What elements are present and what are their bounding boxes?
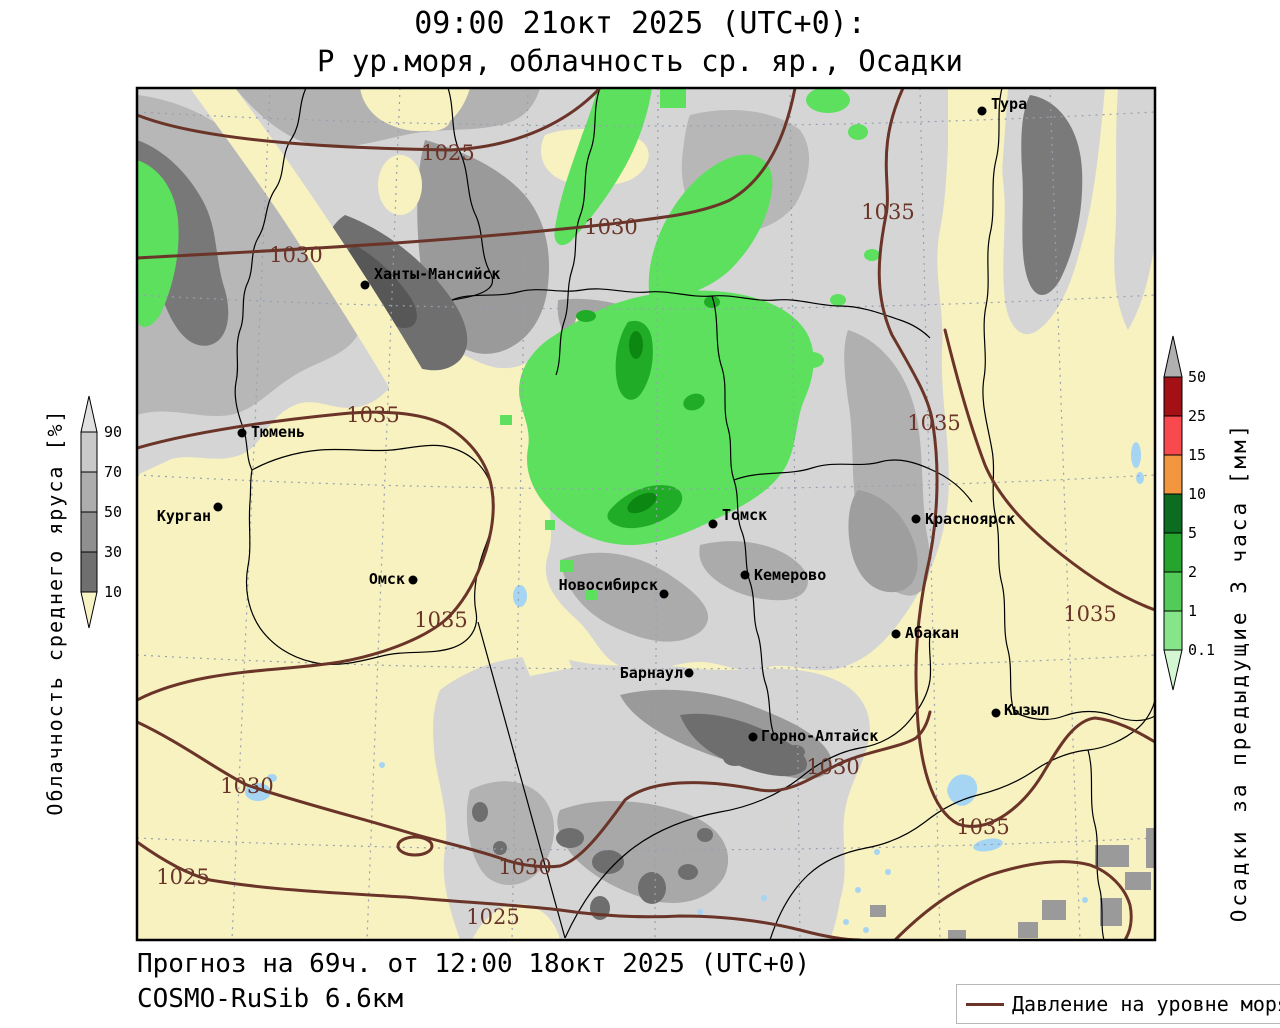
isobar-labels: 1025 1030 1030 1035 1035 1035 1035 1035 …	[156, 141, 1116, 929]
city-dot	[740, 570, 750, 580]
city-label: Новосибирск	[559, 576, 658, 594]
isobar-label: 1025	[466, 905, 519, 929]
city-label: Омск	[369, 570, 405, 588]
city-dot	[748, 732, 758, 742]
city-label: Томск	[722, 506, 767, 524]
isobar-label: 1035	[861, 200, 914, 224]
colorbar-arrow-top	[1163, 335, 1183, 378]
cloudiness-colorbar-label: Облачность среднего яруса [%]	[43, 408, 67, 815]
city-dot	[659, 589, 669, 599]
city-tura: Тура	[977, 95, 1027, 116]
city-label: Кызыл	[1004, 701, 1049, 719]
precip-tick: 2	[1188, 563, 1197, 581]
city-tomsk: Томск	[708, 506, 767, 529]
city-khanty-mansiysk: Ханты-Мансийск	[360, 265, 500, 290]
city-dot	[360, 280, 370, 290]
city-label: Ханты-Мансийск	[374, 265, 500, 283]
graticule	[137, 88, 1155, 940]
precipitation-colorbar: 50 25 15 10 5 2 1 0.1 Осадки за предыдущ…	[1163, 335, 1251, 923]
map-title-line1: 09:00 21окт 2025 (UTC+0):	[414, 6, 866, 41]
cloudiness-colorbar: 90 70 50 30 10 Облачность среднего яруса…	[43, 395, 122, 816]
city-gorno-altaysk: Горно-Алтайск	[748, 727, 878, 745]
city-label: Барнаул	[620, 664, 683, 682]
city-label: Абакан	[905, 624, 959, 642]
city-kyzyl: Кызыл	[991, 701, 1049, 719]
precip-tick: 0.1	[1188, 641, 1215, 659]
precip-tick: 50	[1188, 368, 1206, 386]
isobar-lines	[137, 88, 1155, 940]
city-dot	[408, 575, 418, 585]
city-dot	[911, 514, 921, 524]
isobar-label: 1030	[220, 774, 273, 798]
city-label: Курган	[157, 507, 211, 525]
admin-borders	[234, 88, 1155, 940]
isobar-label: 1035	[956, 815, 1009, 839]
city-dot	[891, 629, 901, 639]
isobar-label: 1030	[806, 755, 859, 779]
precip-tick: 1	[1188, 602, 1197, 620]
city-krasnoyarsk: Красноярск	[911, 510, 1015, 528]
scattered-cloud-blocks	[870, 828, 1155, 940]
isobar-label: 1035	[414, 608, 467, 632]
city-label: Тура	[991, 95, 1027, 113]
cities-layer: Тура Ханты-Мансийск Тюмень Курган Омск Т…	[157, 95, 1049, 745]
map-body: 1025 1030 1030 1035 1035 1035 1035 1035 …	[137, 88, 1155, 940]
city-barnaul: Барнаул	[620, 664, 694, 682]
colorbar-arrow-bottom	[1163, 649, 1183, 691]
isobar-label: 1030	[498, 855, 551, 879]
isobar-label: 1025	[156, 865, 209, 889]
isobar-label: 1030	[584, 215, 637, 239]
cloud-tick: 30	[104, 543, 122, 561]
city-novosibirsk: Новосибирск	[559, 576, 669, 599]
cloud-tick: 50	[104, 503, 122, 521]
cloud-tick: 90	[104, 423, 122, 441]
map-title-line2: Р ур.моря, облачность ср. яр., Осадки	[316, 44, 963, 78]
precip-tick: 10	[1188, 485, 1206, 503]
city-kurgan: Курган	[157, 502, 223, 525]
isobar-label: 1035	[907, 411, 960, 435]
city-dot	[991, 708, 1001, 718]
isobar-line-sample	[966, 1002, 1004, 1006]
city-tyumen: Тюмень	[237, 423, 305, 441]
city-dot	[213, 502, 223, 512]
colorbar-arrow-top	[80, 395, 98, 433]
cloud-tick: 10	[104, 583, 122, 601]
city-label: Кемерово	[754, 566, 826, 584]
city-omsk: Омск	[369, 570, 418, 588]
isobar-label: 1025	[421, 141, 474, 165]
city-dot	[977, 106, 987, 116]
pressure-legend: Давление на уровне моря	[956, 984, 1280, 1024]
city-label: Тюмень	[251, 423, 305, 441]
precipitation-layer	[137, 88, 880, 600]
city-dot	[684, 668, 694, 678]
precip-tick: 15	[1188, 446, 1206, 464]
isobar-label: 1030	[269, 243, 322, 267]
city-abakan: Абакан	[891, 624, 959, 642]
isobar-label: 1035	[346, 403, 399, 427]
pressure-legend-label: Давление на уровне моря	[1012, 992, 1280, 1016]
city-label: Горно-Алтайск	[761, 727, 878, 745]
isobar-label: 1035	[1063, 602, 1116, 626]
colorbar-arrow-bottom	[80, 591, 98, 629]
city-kemerovo: Кемерово	[740, 566, 826, 584]
precipitation-colorbar-label: Осадки за предыдущие 3 часа [мм]	[1227, 422, 1251, 923]
cloud-tick: 70	[104, 463, 122, 481]
water-layer	[245, 442, 1144, 933]
precip-tick: 25	[1188, 407, 1206, 425]
city-label: Красноярск	[925, 510, 1015, 528]
city-dot	[708, 519, 718, 529]
forecast-info-line: Прогноз на 69ч. от 12:00 18окт 2025 (UTC…	[137, 949, 811, 979]
model-info-line: COSMO-RuSib 6.6км	[137, 984, 404, 1014]
precip-tick: 5	[1188, 524, 1197, 542]
city-dot	[237, 428, 247, 438]
map-frame	[135, 86, 1157, 942]
